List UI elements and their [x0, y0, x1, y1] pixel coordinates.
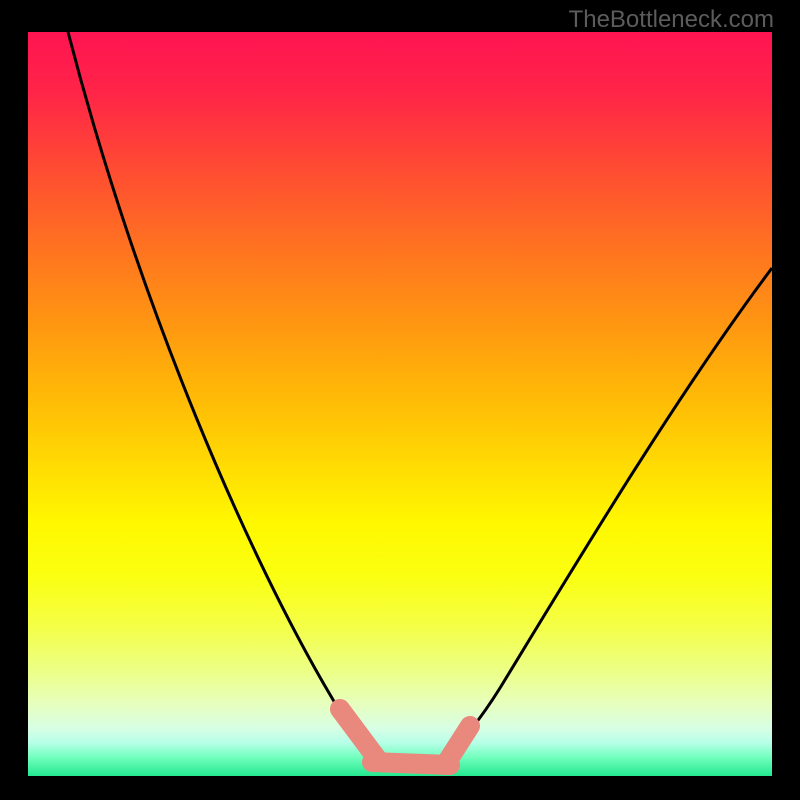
bottleneck-chart [0, 0, 800, 800]
plot-background [28, 32, 772, 776]
